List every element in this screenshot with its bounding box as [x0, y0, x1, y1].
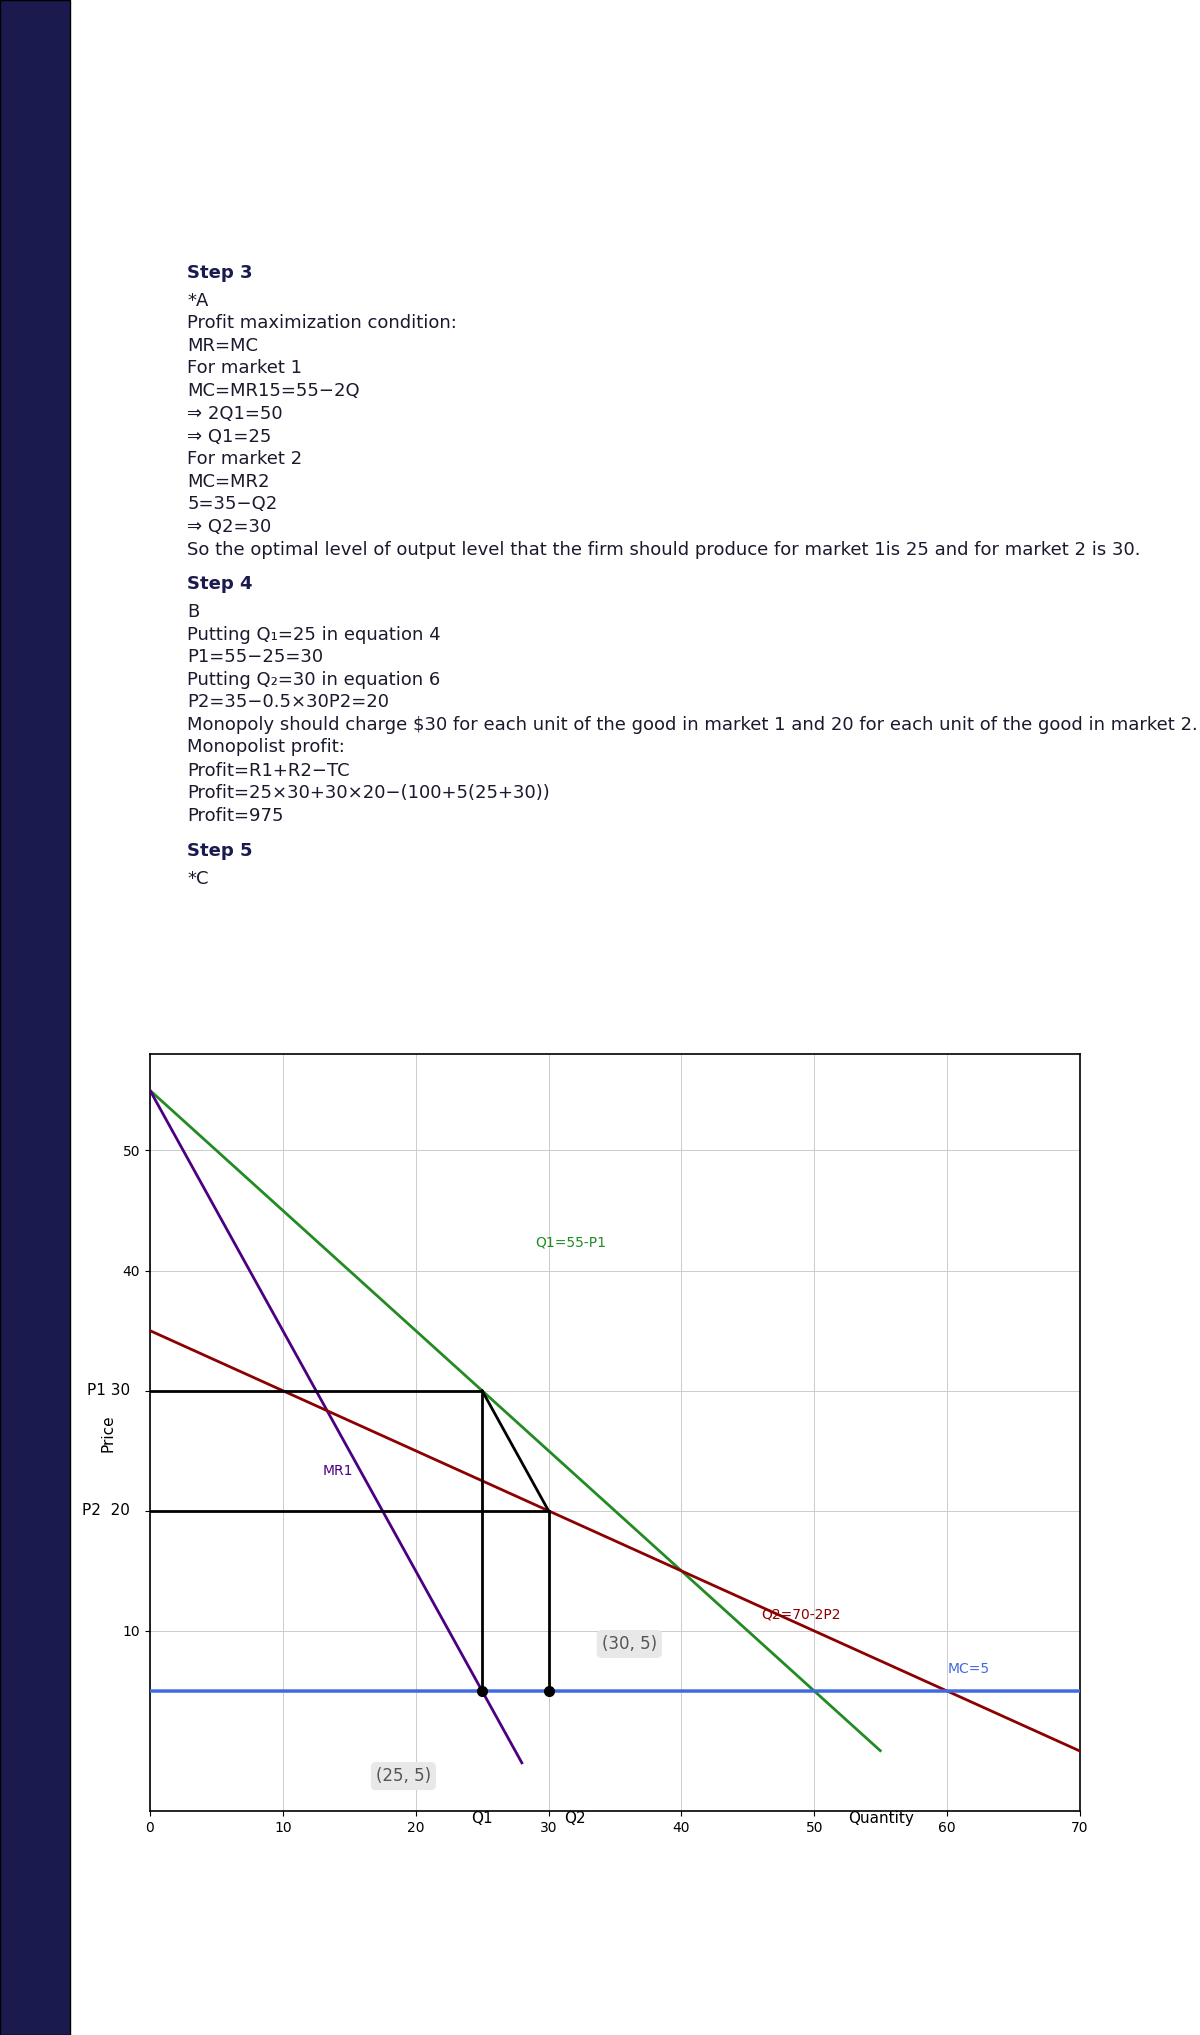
- Text: Q1: Q1: [472, 1811, 493, 1825]
- Text: ⇒ Q1=25: ⇒ Q1=25: [187, 427, 271, 446]
- Text: For market 2: For market 2: [187, 450, 302, 468]
- Text: P1=55−25=30: P1=55−25=30: [187, 647, 323, 665]
- Text: MC=MR2: MC=MR2: [187, 472, 270, 490]
- Text: Monopoly should charge $30 for each unit of the good in market 1 and 20 for each: Monopoly should charge $30 for each unit…: [187, 716, 1198, 735]
- Text: Q2=70-2P2: Q2=70-2P2: [761, 1608, 841, 1622]
- Text: MR=MC: MR=MC: [187, 338, 258, 356]
- Text: P2=35−0.5×30P2=20: P2=35−0.5×30P2=20: [187, 694, 389, 710]
- Text: MR1: MR1: [323, 1463, 353, 1477]
- Text: ⇒ 2Q1=50: ⇒ 2Q1=50: [187, 405, 283, 423]
- Text: Q2: Q2: [564, 1811, 586, 1825]
- Text: Putting Q₂=30 in equation 6: Putting Q₂=30 in equation 6: [187, 672, 440, 690]
- Text: (30, 5): (30, 5): [601, 1634, 656, 1652]
- Text: (25, 5): (25, 5): [376, 1766, 431, 1785]
- Text: For market 1: For market 1: [187, 360, 302, 376]
- Text: Profit=975: Profit=975: [187, 806, 283, 824]
- Text: Quantity: Quantity: [847, 1811, 913, 1825]
- Text: Profit=25×30+30×20−(100+5(25+30)): Profit=25×30+30×20−(100+5(25+30)): [187, 783, 550, 802]
- Text: 5=35−Q2: 5=35−Q2: [187, 495, 277, 513]
- Text: ⇒ Q2=30: ⇒ Q2=30: [187, 519, 271, 537]
- Text: Step 5: Step 5: [187, 842, 253, 859]
- Text: So the optimal level of output level that the firm should produce for market 1is: So the optimal level of output level tha…: [187, 541, 1141, 558]
- Text: B: B: [187, 602, 199, 621]
- Text: P1 30: P1 30: [86, 1384, 130, 1398]
- Text: MC=5: MC=5: [947, 1663, 989, 1677]
- Y-axis label: Price: Price: [101, 1414, 115, 1451]
- Text: Profit maximization condition:: Profit maximization condition:: [187, 313, 457, 332]
- Text: *C: *C: [187, 869, 209, 887]
- Text: *A: *A: [187, 291, 209, 309]
- Text: Step 4: Step 4: [187, 574, 253, 592]
- Text: Monopolist profit:: Monopolist profit:: [187, 739, 346, 757]
- Text: P2  20: P2 20: [82, 1504, 130, 1518]
- Text: Step 3: Step 3: [187, 265, 253, 283]
- Text: Q1=55-P1: Q1=55-P1: [535, 1235, 606, 1249]
- Text: Profit=R1+R2−TC: Profit=R1+R2−TC: [187, 761, 350, 779]
- Text: MC=MR15=55−2Q: MC=MR15=55−2Q: [187, 383, 360, 401]
- Text: Putting Q₁=25 in equation 4: Putting Q₁=25 in equation 4: [187, 625, 440, 643]
